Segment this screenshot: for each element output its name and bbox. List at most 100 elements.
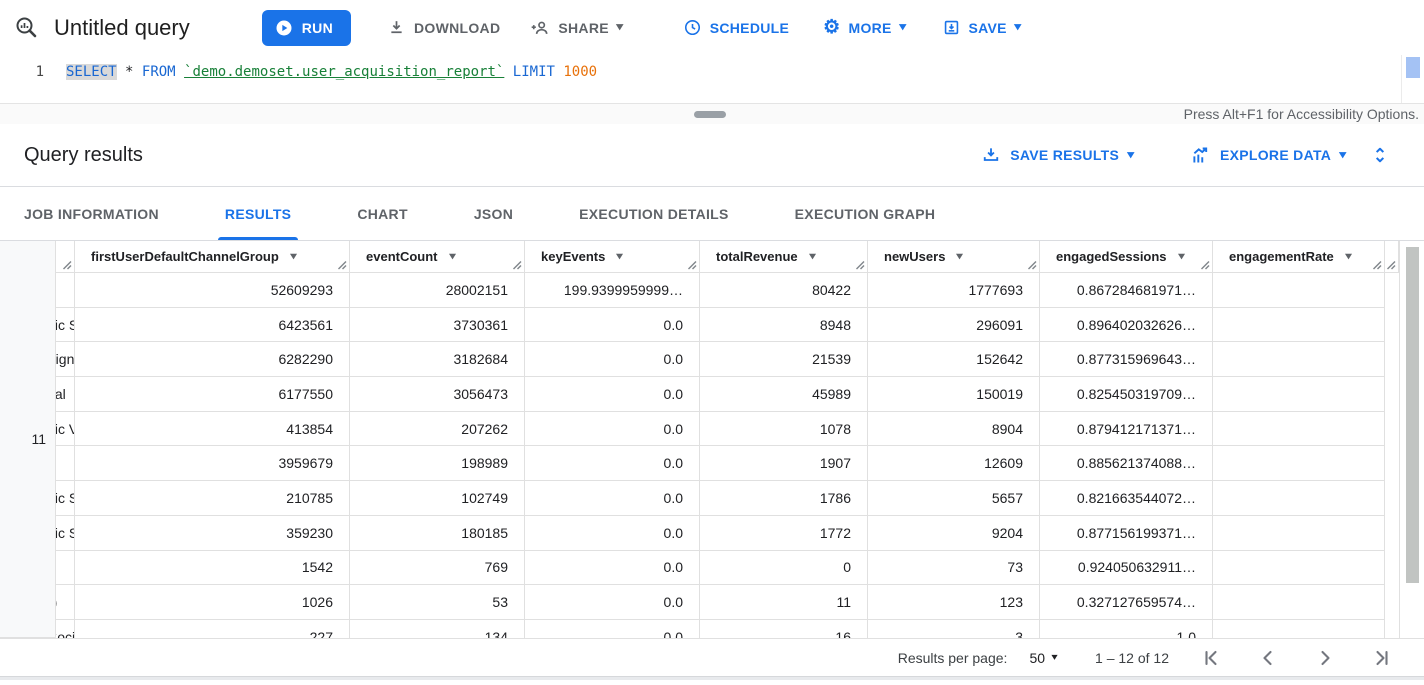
first-page-button[interactable] [1199,646,1223,670]
table-cell: 0.0 [525,411,700,447]
schedule-button[interactable]: SCHEDULE [683,18,789,37]
play-icon [276,20,292,35]
more-button[interactable]: ⚙ MORE ▾ [823,17,907,38]
first-page-icon [1205,650,1217,665]
explore-data-button[interactable]: EXPLORE DATA ▾ [1190,145,1346,166]
query-title[interactable]: Untitled query [54,14,190,40]
table-cell: 0.867284681971… [1040,273,1213,308]
query-results-header: Query results SAVE RESULTS ▾ EXPLORE DAT… [0,124,1424,187]
column-resize-handle[interactable] [1200,260,1210,270]
column-header-totalRevenue[interactable]: totalRevenue ▾ [700,241,868,273]
tab-chart[interactable]: CHART [357,205,408,222]
previous-page-button[interactable] [1256,646,1280,670]
overflow-cell [1213,273,1385,308]
column-resize-handle[interactable] [687,260,697,270]
table-cell: 0.877315969643… [1040,342,1213,378]
sql-code-line[interactable]: SELECT * FROM `demo.demoset.user_acquisi… [66,64,597,80]
table-cell: 198989 [350,446,525,482]
table-cell: 134 [350,619,525,638]
pagination-bar: Results per page: 50 ▾ 1 – 12 of 12 [0,638,1424,676]
column-header-firstUserDefaultChannelGroup[interactable]: firstUserDefaultChannelGroup ▾ [75,241,350,273]
splitter-drag-handle[interactable] [694,111,726,118]
column-resize-handle[interactable] [1027,260,1037,270]
expand-collapse-button[interactable] [1366,140,1394,170]
save-results-icon [984,148,999,161]
chevron-down-icon: ▾ [898,21,907,33]
table-cell: 1907 [700,446,868,482]
column-header-engagedSessions[interactable]: engagedSessions ▾ [1040,241,1213,273]
column-menu-icon[interactable]: ▾ [448,250,456,262]
column-menu-icon[interactable]: ▾ [956,250,964,262]
download-icon [391,21,402,34]
column-header-eventCount[interactable]: eventCount ▾ [350,241,525,273]
column-header-engagementRate[interactable]: engagementRate ▾ [1213,241,1385,273]
sql-editor[interactable]: 1 SELECT * FROM `demo.demoset.user_acqui… [0,55,1424,103]
overflow-cell [1213,585,1385,620]
column-resize-handle[interactable] [1386,260,1396,270]
tab-results[interactable]: RESULTS [192,187,324,240]
sql-token: SELECT [66,64,117,80]
table-cell: 6177550 [75,377,350,412]
column-header-newUsers[interactable]: newUsers ▾ [868,241,1040,273]
share-button[interactable]: SHARE ▾ [530,18,623,38]
tab-job-information[interactable]: JOB INFORMATION [24,205,159,222]
column-resize-handle[interactable] [337,260,347,270]
tab-execution-graph[interactable]: EXECUTION GRAPH [794,205,936,222]
table-scrollbar-thumb[interactable] [1406,247,1419,583]
page-size-select[interactable]: 50 ▾ [1029,649,1058,666]
download-button[interactable]: DOWNLOAD [387,18,500,37]
sql-token [133,64,141,80]
table-cell: 0.825450319709… [1040,377,1213,412]
chevron-left-icon [1263,650,1272,665]
save-results-button[interactable]: SAVE RESULTS ▾ [981,145,1134,165]
table-cell: 413854 [75,411,350,447]
table-cell: 1026 [75,585,350,620]
chevron-down-icon: ▾ [1339,148,1347,161]
column-menu-icon[interactable]: ▾ [809,250,816,262]
query-editor-toolbar: Untitled query RUN DOWNLOAD SHARE ▾ SCHE… [0,0,1424,55]
editor-scrollbar-thumb[interactable] [1406,57,1420,78]
column-resize-handle[interactable] [1372,260,1382,270]
editor-scrollbar[interactable] [1401,55,1424,103]
table-cell: 0.896402032626… [1040,307,1213,343]
table-row: 10(other)1026530.0111230.327127659574… [0,241,1424,638]
last-page-button[interactable] [1370,646,1394,670]
table-row: 9SMS15427690.00730.924050632911… [0,241,1424,638]
table-cell: 0.0 [525,550,700,586]
table-cell: 8904 [868,411,1040,447]
save-button[interactable]: SAVE ▾ [942,18,1021,37]
bigquery-query-icon [16,17,37,37]
table-row: 6Email39596791989890.01907126090.8856213… [0,241,1424,638]
table-cell: 6282290 [75,342,350,378]
run-button[interactable]: RUN [261,9,351,46]
table-cell: 0.0 [525,515,700,551]
next-page-button[interactable] [1313,646,1337,670]
table-cell: 0.885621374088… [1040,446,1213,482]
table-cell: 6423561 [75,307,350,343]
table-cell: 296091 [868,307,1040,343]
table-cell: 769 [350,550,525,586]
table-cell: 45989 [700,377,868,412]
table-cell: 210785 [75,481,350,516]
column-menu-icon[interactable]: ▾ [1177,250,1185,262]
overflow-cell [1213,307,1385,343]
table-cell: 8948 [700,307,868,343]
column-menu-icon[interactable]: ▾ [290,250,297,262]
column-header-keyEvents[interactable]: keyEvents ▾ [525,241,700,273]
table-row: 5Organic Video4138542072620.0107889040.8… [0,241,1424,638]
column-resize-handle[interactable] [512,260,522,270]
column-menu-icon[interactable]: ▾ [616,250,623,262]
column-resize-handle[interactable] [855,260,865,270]
table-cell: 12609 [868,446,1040,482]
tab-json[interactable]: JSON [473,205,514,222]
table-cell: 21539 [700,342,868,378]
column-menu-icon[interactable]: ▾ [1345,250,1352,262]
sql-token: * [125,64,134,80]
tab-execution-details[interactable]: EXECUTION DETAILS [579,205,729,222]
column-resize-handle[interactable] [62,260,72,270]
table-cell: 0.0 [525,307,700,343]
table-scrollbar[interactable] [1399,241,1424,638]
overflow-cell [1213,377,1385,412]
chevron-down-icon: ▾ [1051,651,1058,663]
